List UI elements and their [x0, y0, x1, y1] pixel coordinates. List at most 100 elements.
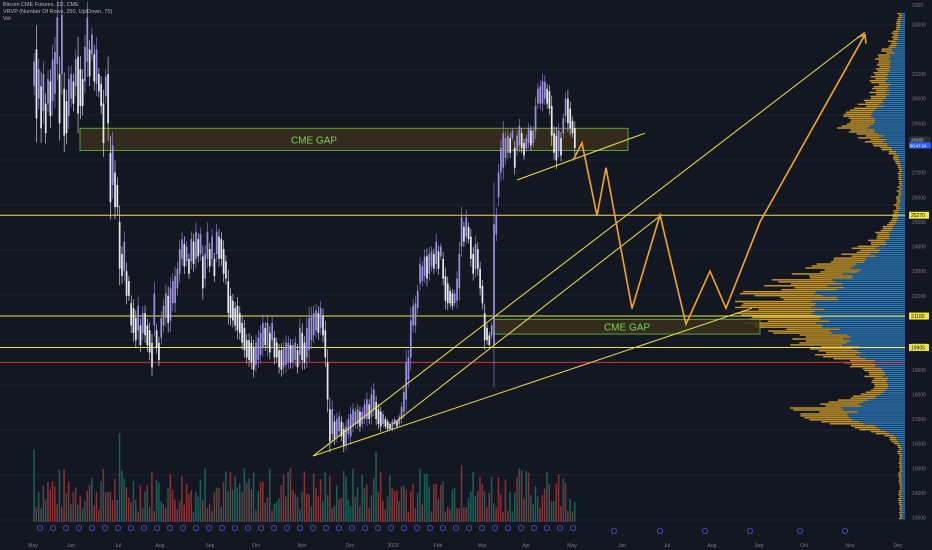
volume-bar: [453, 488, 456, 522]
volume-bar: [245, 482, 248, 522]
horizontal-levels[interactable]: [0, 214, 905, 363]
profile-down: [823, 355, 860, 358]
price-axis[interactable]: 3350330003100030000290002700026000250002…: [905, 0, 932, 550]
candle-body: [495, 214, 498, 235]
candle-body: [366, 399, 368, 420]
event-markers[interactable]: [37, 525, 849, 535]
volume-bar: [296, 497, 299, 522]
candle-body: [197, 239, 200, 257]
profile-down: [767, 320, 830, 322]
candle-body: [58, 74, 61, 124]
candle-body: [372, 389, 375, 410]
profile-up: [898, 156, 905, 159]
candle-body: [539, 86, 542, 104]
volume-bar: [403, 485, 405, 522]
candle-body: [273, 337, 276, 358]
profile-up: [847, 334, 905, 336]
candle-body: [560, 138, 562, 156]
profile-up: [898, 215, 905, 218]
profile-up: [887, 85, 905, 88]
volume-profile: [735, 12, 905, 520]
profile-down: [866, 105, 884, 108]
trendlines[interactable]: [312, 31, 866, 457]
event-marker-icon: [374, 525, 381, 532]
candle-body: [534, 106, 537, 131]
volume-bar: [153, 510, 155, 522]
profile-up: [887, 379, 905, 382]
candle-body: [229, 295, 232, 319]
profile-down: [899, 448, 902, 451]
profile-up: [896, 436, 905, 439]
time-tick-label: Mar: [478, 543, 487, 549]
profile-down: [897, 452, 902, 455]
volume-bar: [285, 496, 287, 522]
profile-down: [743, 290, 816, 293]
profile-down: [791, 283, 843, 285]
volume-bar: [504, 479, 507, 522]
profile-down: [875, 58, 889, 60]
event-marker-icon: [747, 528, 754, 535]
volume-bar: [513, 492, 516, 522]
cme-gap-zones[interactable]: CME GAP CME GAP: [79, 127, 761, 335]
profile-down: [809, 275, 853, 277]
candle-body: [518, 125, 521, 146]
indicator-label[interactable]: VRVP (Number Of Rows, 250, Up/Down, 70): [3, 9, 113, 15]
candle-body: [215, 231, 218, 254]
volume-bar: [555, 483, 558, 522]
candle-body: [93, 54, 96, 82]
volume-bar: [400, 486, 403, 522]
volume-bar: [158, 482, 160, 522]
volume-label[interactable]: Vol: [3, 16, 11, 22]
volume-bar: [236, 487, 239, 522]
volume-bar: [54, 486, 56, 522]
profile-down: [888, 40, 896, 42]
candle-body: [81, 78, 84, 107]
candle-body: [520, 133, 523, 148]
volume-bar: [308, 494, 310, 522]
profile-down: [891, 36, 898, 39]
profile-up: [898, 212, 905, 214]
profile-down: [790, 344, 842, 346]
profile-down: [899, 170, 902, 173]
volume-bar: [141, 507, 144, 522]
profile-up: [898, 158, 905, 161]
candle-body: [502, 133, 505, 168]
volume-bar: [195, 491, 197, 522]
candle-body: [130, 303, 133, 326]
candle-body: [342, 428, 345, 447]
candle-body: [486, 327, 488, 341]
profile-up: [841, 407, 905, 409]
volume-bar: [40, 508, 42, 522]
candle-body: [476, 249, 479, 269]
candle-body: [506, 135, 509, 153]
profile-down: [896, 24, 901, 27]
profile-down: [898, 174, 902, 177]
profile-down: [882, 227, 893, 230]
projection-path[interactable]: [572, 33, 867, 327]
profile-up: [881, 367, 905, 370]
profile-up: [901, 14, 905, 17]
candle-body: [322, 315, 324, 336]
profile-up: [852, 277, 905, 279]
profile-down: [876, 235, 890, 238]
candle-body: [259, 332, 262, 355]
candle-body: [435, 241, 438, 264]
profile-down: [898, 494, 902, 496]
profile-down: [870, 97, 887, 100]
profile-down: [875, 432, 890, 435]
profile-up: [888, 77, 905, 80]
profile-down: [872, 143, 888, 145]
volume-bar: [571, 511, 574, 522]
event-marker-icon: [504, 525, 511, 532]
profile-down: [898, 16, 902, 19]
time-axis[interactable]: May Jun Jul Aug Sep Oct Nov Dec 2023 Feb Mar Apr May…: [0, 540, 932, 550]
profile-down: [898, 194, 902, 196]
volume-bar: [280, 485, 283, 522]
profile-up: [875, 247, 905, 250]
profile-up: [819, 318, 905, 321]
candle-body: [250, 342, 253, 363]
volume-bar: [144, 491, 146, 522]
volume-bar: [389, 475, 391, 522]
profile-up: [901, 184, 905, 186]
